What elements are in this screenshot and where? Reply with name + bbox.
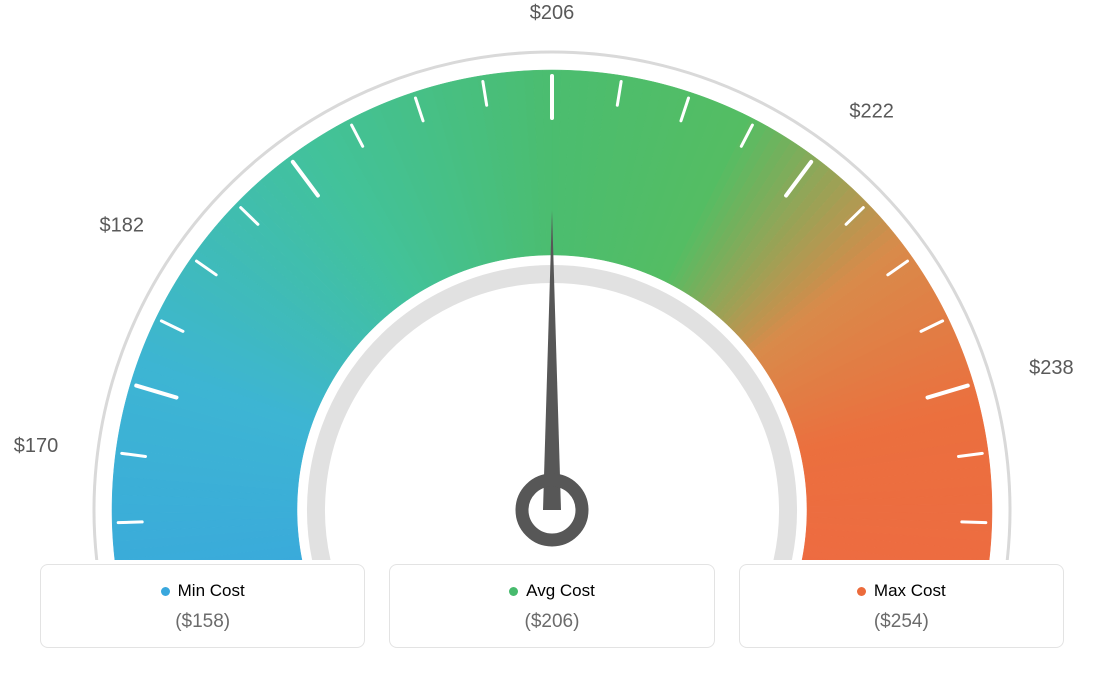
avg-cost-label: Avg Cost — [526, 581, 595, 601]
avg-cost-title: Avg Cost — [509, 581, 595, 601]
max-cost-title: Max Cost — [857, 581, 946, 601]
max-cost-card: Max Cost ($254) — [739, 564, 1064, 648]
tick-label: $182 — [100, 214, 145, 236]
avg-cost-dot-icon — [509, 587, 518, 596]
gauge-container: $158$170$182$206$222$238$254 — [0, 0, 1104, 560]
max-cost-value: ($254) — [752, 611, 1051, 633]
avg-cost-value: ($206) — [402, 611, 701, 633]
min-cost-title: Min Cost — [161, 581, 245, 601]
tick-label: $170 — [14, 435, 59, 457]
min-cost-card: Min Cost ($158) — [40, 564, 365, 648]
summary-cards: Min Cost ($158) Avg Cost ($206) Max Cost… — [0, 564, 1104, 648]
min-cost-label: Min Cost — [178, 581, 245, 601]
min-cost-dot-icon — [161, 587, 170, 596]
cost-gauge: $158$170$182$206$222$238$254 — [0, 0, 1104, 560]
tick-label: $222 — [849, 101, 894, 123]
tick-label: $238 — [1029, 357, 1074, 379]
max-cost-label: Max Cost — [874, 581, 946, 601]
avg-cost-card: Avg Cost ($206) — [389, 564, 714, 648]
max-cost-dot-icon — [857, 587, 866, 596]
tick-label: $206 — [530, 2, 575, 24]
min-cost-value: ($158) — [53, 611, 352, 633]
